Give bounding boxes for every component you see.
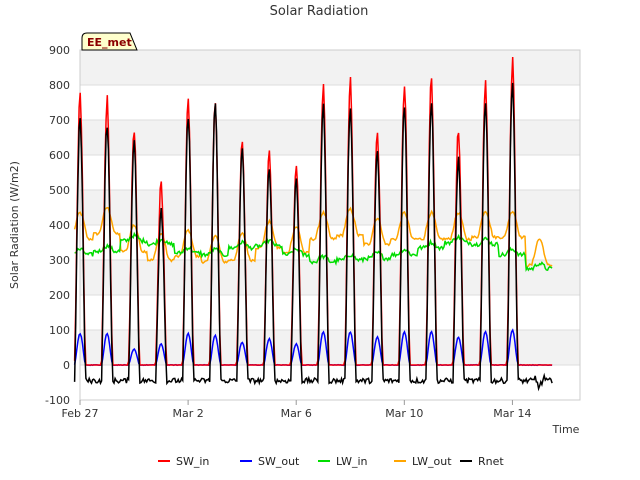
y-tick-label: -100 — [45, 394, 70, 407]
x-axis-title: Time — [552, 423, 580, 436]
background-band — [80, 260, 580, 295]
background-band — [80, 330, 580, 365]
legend-item-sw-in: SW_in — [158, 455, 209, 468]
y-tick-label: 600 — [49, 149, 70, 162]
series-line-sw-in — [73, 56, 553, 366]
station-badge-text: EE_met — [87, 36, 132, 49]
legend-label: LW_out — [412, 455, 452, 468]
legend-item-lw-out: LW_out — [394, 455, 452, 468]
legend: SW_in SW_out LW_in LW_out Rnet — [158, 455, 504, 468]
y-tick-label: 400 — [49, 219, 70, 232]
y-tick-label: 800 — [49, 79, 70, 92]
x-tick-label: Mar 14 — [493, 407, 531, 420]
y-tick-label: 100 — [49, 324, 70, 337]
plot-background-bands — [80, 50, 580, 365]
x-tick-label: Mar 2 — [172, 407, 203, 420]
legend-item-sw-out: SW_out — [240, 455, 300, 468]
y-tick-label: 900 — [49, 44, 70, 57]
legend-label: SW_in — [176, 455, 209, 468]
legend-label: SW_out — [258, 455, 300, 468]
y-axis-title: Solar Radiation (W/m2) — [8, 161, 21, 289]
y-tick-label: 200 — [49, 289, 70, 302]
legend-item-rnet: Rnet — [460, 455, 504, 468]
y-axis-ticks: -100 0 100 200 300 400 500 600 700 800 900 — [45, 44, 70, 407]
y-tick-label: 0 — [63, 359, 70, 372]
legend-item-lw-in: LW_in — [318, 455, 368, 468]
x-tick-label: Feb 27 — [62, 407, 99, 420]
x-tick-label: Mar 10 — [385, 407, 423, 420]
x-tick-label: Mar 6 — [281, 407, 312, 420]
background-band — [80, 120, 580, 155]
legend-label: LW_in — [336, 455, 368, 468]
series-line-lw-in — [74, 231, 553, 273]
plot-frame — [79, 49, 581, 401]
background-band — [80, 50, 580, 85]
background-band — [80, 190, 580, 225]
legend-label: Rnet — [478, 455, 504, 468]
chart-title: Solar Radiation — [270, 4, 369, 19]
y-tick-label: 700 — [49, 114, 70, 127]
station-badge: EE_met — [81, 32, 138, 51]
y-tick-label: 500 — [49, 184, 70, 197]
x-axis-ticks: Feb 27 Mar 2 Mar 6 Mar 10 Mar 14 — [62, 400, 532, 420]
y-tick-label: 300 — [49, 254, 70, 267]
series-lines — [73, 56, 553, 392]
series-line-rnet — [73, 82, 553, 392]
series-line-lw-out — [73, 206, 553, 268]
